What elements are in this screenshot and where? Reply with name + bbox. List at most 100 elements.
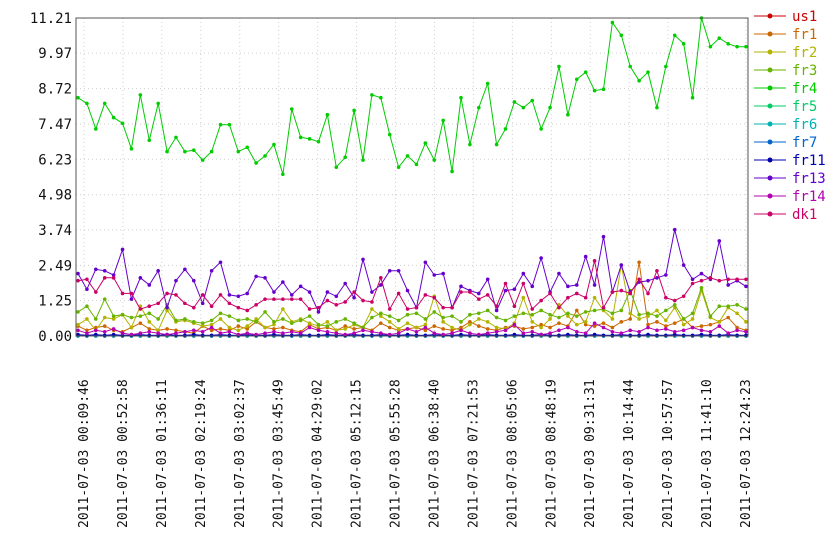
data-point [200, 329, 205, 334]
data-point [147, 304, 152, 309]
data-point [432, 324, 437, 328]
data-point [76, 332, 80, 337]
data-point [423, 333, 428, 338]
x-tick-label: 2011-07-03 02:19:24 [194, 379, 209, 528]
data-point [281, 297, 285, 301]
data-point [325, 290, 330, 294]
data-point [744, 44, 748, 49]
data-point [325, 320, 330, 324]
data-point [191, 278, 196, 283]
x-tick-label: 2011-07-03 04:29:02 [311, 379, 326, 528]
data-point [512, 322, 517, 327]
data-point [387, 325, 392, 330]
data-point [735, 311, 739, 316]
data-point [396, 327, 401, 331]
data-point [218, 293, 223, 297]
data-point [548, 312, 552, 317]
data-point [566, 325, 570, 330]
series-dk1 [76, 259, 748, 313]
data-point [744, 320, 748, 324]
data-point [281, 317, 285, 321]
data-point [289, 321, 294, 326]
data-point [76, 310, 80, 314]
data-point [272, 332, 276, 337]
data-point [111, 314, 116, 318]
data-point [405, 332, 410, 337]
series-fr1 [76, 260, 748, 335]
data-point [735, 325, 739, 330]
legend-label: fr1 [792, 27, 817, 43]
data-point [254, 332, 258, 337]
data-point [690, 317, 695, 321]
data-point [708, 322, 713, 327]
legend-label: fr3 [792, 63, 817, 79]
data-point [583, 331, 588, 335]
data-point [76, 278, 80, 283]
data-point [147, 283, 152, 287]
data-point [396, 165, 401, 170]
data-point [272, 322, 276, 327]
legend-item-fr11: fr11 [754, 153, 826, 169]
data-point [236, 294, 241, 299]
data-point [138, 93, 143, 97]
data-point [664, 318, 668, 323]
data-point [245, 291, 250, 296]
data-point [85, 304, 89, 309]
data-point [521, 295, 526, 300]
data-point [209, 318, 214, 323]
data-point [655, 328, 659, 333]
data-point [298, 284, 303, 289]
data-point [405, 327, 410, 331]
data-point [156, 331, 160, 335]
data-point [619, 263, 624, 267]
data-point [717, 324, 722, 328]
data-point [646, 70, 650, 74]
data-point [352, 321, 356, 326]
data-point [664, 333, 668, 338]
legend: us1 fr1 fr2 fr3 fr4 fr5 fr6 fr7 fr11 fr13 fr14 dk1 [754, 9, 826, 223]
data-point [307, 137, 312, 141]
legend-swatch-marker [767, 193, 773, 199]
data-point [191, 148, 196, 152]
data-point [494, 325, 499, 330]
data-point [708, 333, 713, 338]
data-point [628, 333, 633, 338]
data-point [272, 142, 276, 147]
data-point [592, 324, 597, 328]
y-tick-label: 3.74 [38, 223, 72, 239]
legend-item-fr5: fr5 [754, 99, 817, 115]
data-point [592, 259, 597, 263]
data-point [441, 315, 445, 320]
data-point [566, 112, 570, 117]
data-point [619, 320, 624, 324]
x-tick-label: 2011-07-03 11:41:10 [700, 379, 715, 528]
data-point [485, 277, 490, 282]
data-point [76, 328, 80, 333]
data-point [681, 263, 686, 267]
data-point [530, 333, 535, 338]
data-point [174, 293, 178, 297]
series-line-fr11 [77, 334, 746, 336]
data-point [379, 95, 383, 100]
legend-item-us1: us1 [754, 9, 817, 25]
data-point [370, 307, 374, 311]
data-point [379, 314, 383, 318]
data-point [557, 328, 561, 333]
legend-swatch-marker [767, 175, 773, 181]
data-point [459, 332, 463, 337]
data-point [387, 268, 392, 273]
data-point [209, 149, 214, 154]
data-point [592, 308, 597, 313]
data-point [672, 302, 677, 307]
series-line-fr14 [77, 322, 747, 336]
data-point [459, 284, 463, 289]
data-point [726, 315, 730, 320]
data-point [76, 322, 80, 327]
data-point [325, 324, 330, 328]
data-point [405, 312, 410, 317]
data-point [521, 311, 526, 316]
data-point [236, 332, 241, 337]
data-point [557, 271, 561, 276]
data-point [102, 101, 107, 106]
data-point [699, 285, 704, 290]
